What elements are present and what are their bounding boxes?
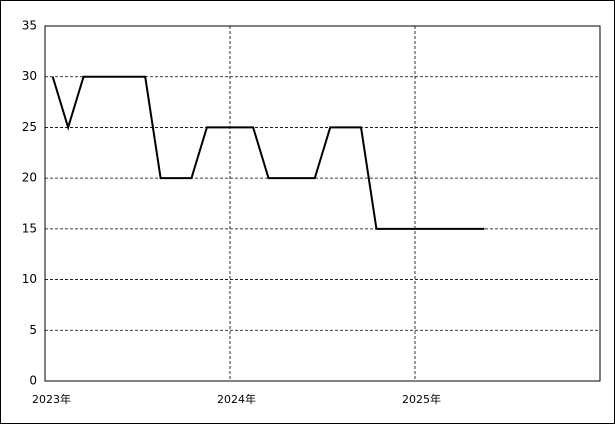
y-tick-label: 0 [29, 374, 37, 388]
plot-frame [44, 25, 601, 382]
y-tick-label: 30 [22, 69, 37, 83]
x-tick-label: 2023年 [32, 392, 71, 406]
y-tick-label: 5 [29, 323, 37, 337]
line-series [51, 75, 485, 230]
y-tick-label: 35 [22, 19, 37, 33]
x-tick-label: 2025年 [402, 392, 441, 406]
x-tick-label: 2024年 [217, 392, 256, 406]
y-tick-label: 20 [22, 171, 37, 185]
y-tick-label: 15 [22, 221, 37, 235]
y-tick-label: 10 [22, 272, 37, 286]
y-tick-label: 25 [22, 120, 37, 134]
